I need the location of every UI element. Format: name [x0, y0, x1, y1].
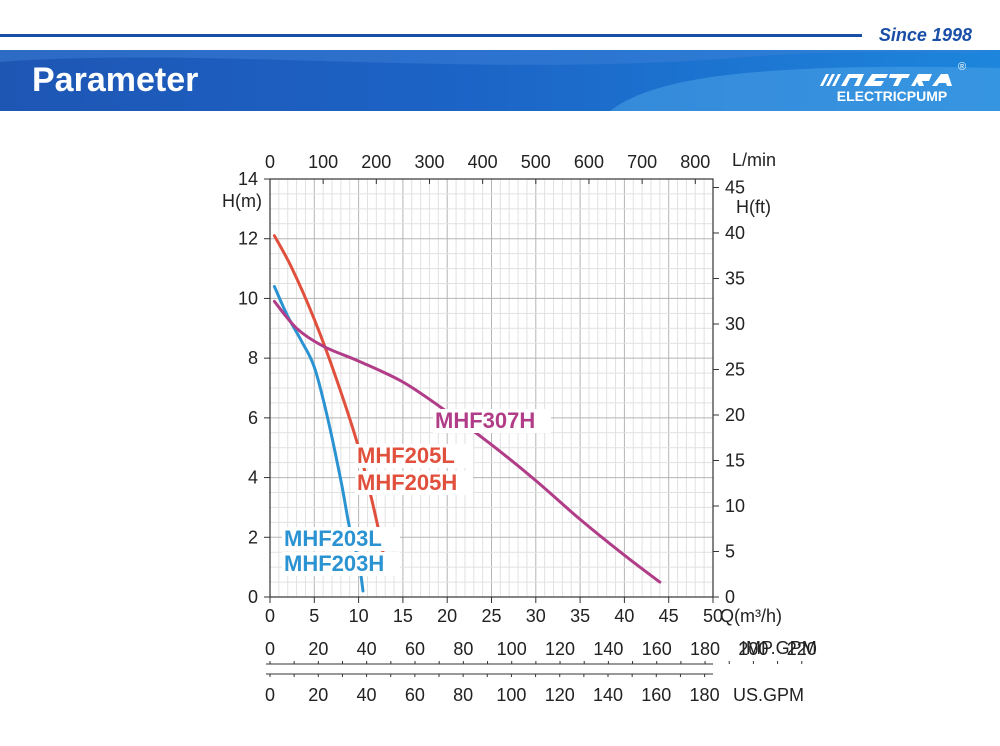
x-tick-label: 30: [526, 606, 546, 626]
us-tick-label: 20: [308, 685, 328, 705]
y-tick-label: 0: [248, 587, 258, 607]
right-tick-label: 0: [725, 587, 735, 607]
y-tick-label: 8: [248, 348, 258, 368]
top-tick-label: 100: [308, 152, 338, 172]
imp-tick-label: 220: [787, 639, 817, 659]
title-banner: Parameter ® ELECTRICPUMP: [0, 50, 1000, 111]
imp-tick-label: 80: [453, 639, 473, 659]
series-label-bg: [282, 552, 400, 576]
registered-mark: ®: [958, 61, 966, 73]
right-tick-label: 10: [725, 496, 745, 516]
imp-tick-label: 20: [308, 639, 328, 659]
series-label-bg: [355, 444, 473, 468]
us-tick-label: 100: [496, 685, 526, 705]
y-tick-label: 10: [238, 288, 258, 308]
right-tick-label: 25: [725, 359, 745, 379]
top-tick-label: 800: [680, 152, 710, 172]
x-tick-label: 10: [349, 606, 369, 626]
y-tick-label: 2: [248, 527, 258, 547]
x-tick-label: 45: [659, 606, 679, 626]
x-tick-label: 35: [570, 606, 590, 626]
imp-tick-label: 140: [593, 639, 623, 659]
right-tick-label: 45: [725, 177, 745, 197]
right-tick-label: 30: [725, 314, 745, 334]
x-axis-label: Q(m³/h): [720, 606, 782, 626]
series-label-bg: [282, 527, 400, 551]
y-tick-label: 12: [238, 229, 258, 249]
x-tick-label: 0: [265, 606, 275, 626]
right-tick-label: 5: [725, 541, 735, 561]
x-tick-label: 40: [614, 606, 634, 626]
top-tick-label: 600: [574, 152, 604, 172]
series-label-mhf203h: MHF203H: [284, 551, 384, 576]
series-label-mhf205l: MHF205L: [357, 443, 455, 468]
us-tick-label: 120: [545, 685, 575, 705]
us-tick-label: 0: [265, 685, 275, 705]
us-tick-label: 40: [357, 685, 377, 705]
imp-tick-label: 40: [357, 639, 377, 659]
us-tick-label: 160: [641, 685, 671, 705]
imp-tick-label: 160: [642, 639, 672, 659]
top-tick-label: 300: [414, 152, 444, 172]
x-tick-label: 25: [481, 606, 501, 626]
page-title: Parameter: [32, 61, 199, 99]
right-axis-label: H(ft): [736, 197, 771, 217]
header-rule: [0, 34, 862, 37]
right-tick-label: 20: [725, 405, 745, 425]
imp-tick-label: 180: [690, 639, 720, 659]
series-label-bg: [355, 471, 473, 495]
right-tick-label: 40: [725, 223, 745, 243]
top-tick-label: 200: [361, 152, 391, 172]
top-tick-label: 0: [265, 152, 275, 172]
us-tick-label: 60: [405, 685, 425, 705]
top-tick-label: 500: [521, 152, 551, 172]
imp-tick-label: 100: [497, 639, 527, 659]
brand-logo: ® ELECTRICPUMP: [820, 61, 966, 104]
top-tick-label: 700: [627, 152, 657, 172]
y-tick-label: 4: [248, 468, 258, 488]
x-tick-label: 50: [703, 606, 723, 626]
y-tick-label: 6: [248, 408, 258, 428]
us-tick-label: 80: [453, 685, 473, 705]
x-tick-label: 5: [309, 606, 319, 626]
chart-axes: 0 5 10 15 20 25 30 35 40 45 50Q(m³/h)02468101214H(…: [222, 150, 817, 705]
right-tick-label: 35: [725, 268, 745, 288]
since-badge: Since 1998: [878, 25, 972, 45]
series-label-bg: [433, 409, 551, 433]
imp-tick-label: 0: [265, 639, 275, 659]
x-tick-label: 20: [437, 606, 457, 626]
right-tick-label: 15: [725, 450, 745, 470]
series-label-mhf307h: MHF307H: [435, 408, 535, 433]
us-tick-label: 180: [690, 685, 720, 705]
brand-subtitle: ELECTRICPUMP: [837, 88, 947, 104]
y-tick-label: 14: [238, 169, 258, 189]
top-axis-label: L/min: [732, 150, 776, 170]
series-line-mhf205l: [272, 234, 387, 566]
top-tick-label: 400: [468, 152, 498, 172]
series-label-mhf203l: MHF203L: [284, 526, 382, 551]
imp-tick-label: 200: [738, 639, 768, 659]
us-tick-label: 140: [593, 685, 623, 705]
us-axis-label: US.GPM: [733, 685, 804, 705]
series-label-mhf205h: MHF205H: [357, 470, 457, 495]
y-axis-label: H(m): [222, 191, 262, 211]
imp-tick-label: 120: [545, 639, 575, 659]
x-tick-label: 15: [393, 606, 413, 626]
imp-axis-label: IMP.GPM: [741, 638, 817, 658]
imp-tick-label: 60: [405, 639, 425, 659]
